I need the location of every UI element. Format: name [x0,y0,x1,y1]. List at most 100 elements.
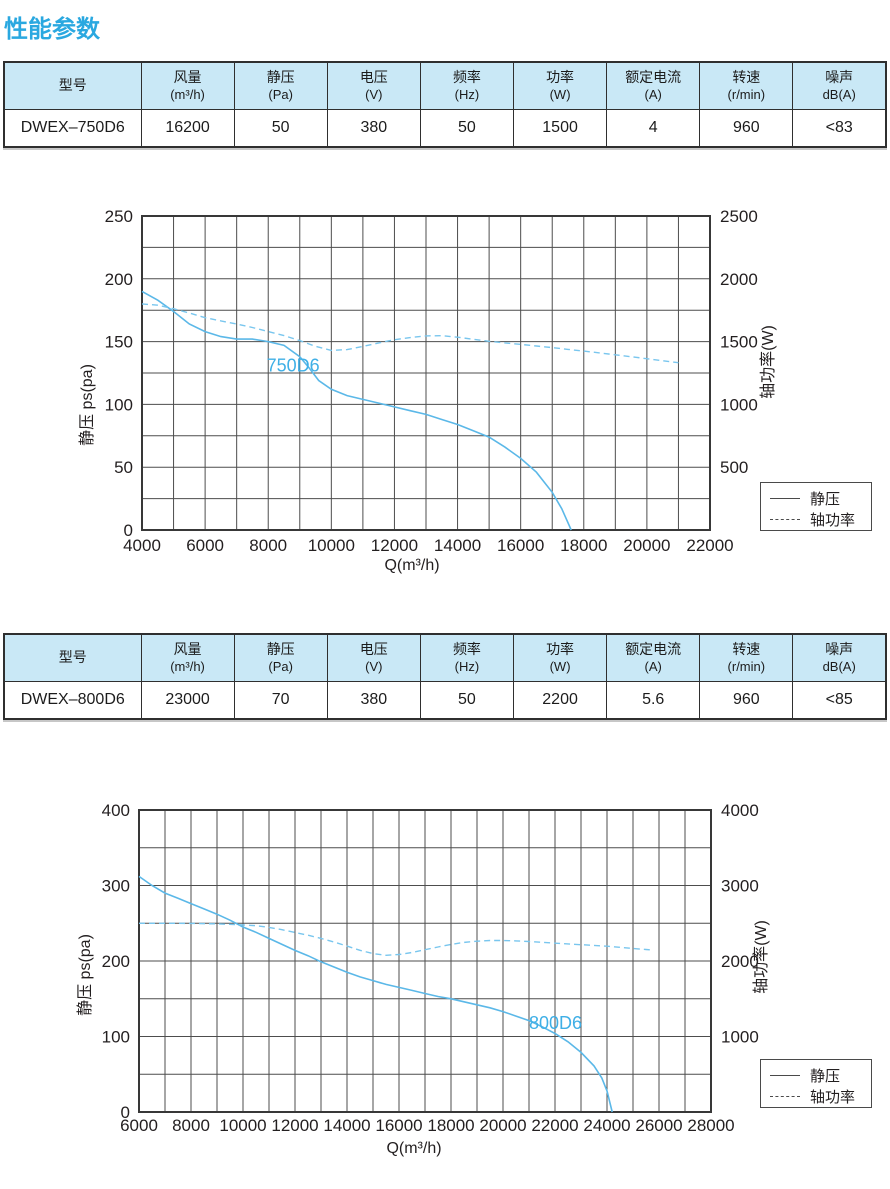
column-header: 电压 (V) [326,633,421,682]
y-right-tick-label: 1000 [720,395,758,414]
column-header: 噪声 dB(A) [792,633,887,682]
y-right-tick-label: 4000 [721,801,759,820]
spec-value: 23000 [140,681,235,720]
x-tick-label: 24000 [583,1116,630,1135]
y-right-tick-label: 2000 [720,270,758,289]
fan-curve-chart-800d6: 6000 8000 10000 12000 14000 16000 18000 20000 22… [76,801,770,1157]
y-left-tick-label: 400 [102,801,130,820]
spec-table-body: DWEX–750D6 16200 50 380 50 1500 4 960 <83 [3,109,887,148]
column-header: 型号 [3,633,142,682]
column-header: 风量 (m³/h) [140,633,235,682]
spec-row: DWEX–750D6 16200 50 380 50 1500 4 960 <83 [3,109,887,148]
column-header: 噪声 dB(A) [792,61,887,110]
legend-solid-line-sample [770,498,800,499]
legend-solid-line-sample [770,1075,800,1076]
x-tick-label: 18000 [560,536,607,555]
y-left-tick-label: 200 [102,952,130,971]
x-tick-label: 28000 [687,1116,734,1135]
x-axis-title: Q(m³/h) [384,557,439,574]
x-tick-label: 6000 [120,1116,158,1135]
plot-border [141,215,711,531]
shaft-power-curve [139,922,654,957]
x-tick-label: 12000 [371,536,418,555]
spec-value: 380 [326,109,421,148]
column-header: 频率 (Hz) [419,61,515,110]
spec-table-750d6: 型号 风量 (m³/h) 静压 (Pa) 电压 (V) 频率 (Hz) 功率 (W) 额定电流 (A) 转… [3,61,887,148]
column-header: 功率 (W) [512,61,608,110]
model-name: DWEX–750D6 [3,109,142,148]
x-tick-label: 20000 [479,1116,526,1135]
spec-table-body: DWEX–800D6 23000 70 380 50 2200 5.6 960 <85 [3,681,887,720]
spec-row: DWEX–800D6 23000 70 380 50 2200 5.6 960 <85 [3,681,887,720]
x-tick-label: 8000 [172,1116,210,1135]
column-header: 频率 (Hz) [419,633,515,682]
y-left-axis-title: 静压 ps(pa) [78,364,96,446]
y-left-tick-label: 200 [105,270,133,289]
spec-table-header: 型号 风量 (m³/h) 静压 (Pa) 电压 (V) 频率 (Hz) 功率 (W) 额定电流 (A) 转… [3,633,887,682]
page-title: 性能参数 [4,16,100,43]
fan-curve-chart-750d6: 4000 6000 8000 10000 12000 14000 16000 18000 200… [78,207,777,574]
spec-value: 5.6 [606,681,701,720]
spec-value: 50 [233,109,328,148]
spec-value: 960 [699,109,794,148]
spec-value: 1500 [512,109,608,148]
x-axis-title: Q(m³/h) [386,1140,441,1157]
model-name: DWEX–800D6 [3,681,142,720]
spec-value: 380 [326,681,421,720]
y-right-tick-label: 2000 [721,952,759,971]
column-header: 转速 (r/min) [699,61,794,110]
column-header: 额定电流 (A) [606,633,701,682]
legend-row-shaft-power: 轴功率 [770,509,862,530]
legend-label-shaft-power: 轴功率 [810,512,856,529]
y-left-tick-label: 250 [105,207,133,226]
column-header: 功率 (W) [512,633,608,682]
y-left-tick-label: 150 [105,333,133,352]
y-right-tick-label: 500 [720,458,748,477]
x-tick-label: 14000 [434,536,481,555]
legend-row-shaft-power: 轴功率 [770,1086,862,1107]
y-left-tick-label: 100 [105,395,133,414]
x-tick-label: 22000 [531,1116,578,1135]
x-tick-label: 20000 [623,536,670,555]
column-header: 静压 (Pa) [233,61,328,110]
y-left-tick-label: 100 [102,1028,130,1047]
y-right-tick-label: 2500 [720,207,758,226]
y-left-tick-label: 300 [102,877,130,896]
y-left-tick-label: 50 [114,458,133,477]
legend-label-static-pressure: 静压 [810,1068,841,1085]
static-pressure-curve [138,875,613,1113]
static-pressure-curve [141,290,572,531]
spec-value: 2200 [512,681,608,720]
chart-legend-750d6: 静压 轴功率 [760,482,872,531]
y-left-axis-title: 静压 ps(pa) [76,934,94,1016]
spec-value: <85 [792,681,887,720]
y-left-tick-label: 0 [124,521,133,540]
plot-border [138,809,712,1113]
y-left-tick-label: 0 [121,1103,130,1122]
x-tick-label: 14000 [323,1116,370,1135]
header-row: 型号 风量 (m³/h) 静压 (Pa) 电压 (V) 频率 (Hz) 功率 (W) 额定电流 (A) 转… [3,633,887,682]
x-tick-label: 18000 [427,1116,474,1135]
legend-label-static-pressure: 静压 [810,491,841,508]
x-tick-label: 10000 [308,536,355,555]
spec-value: 4 [606,109,701,148]
x-tick-label: 6000 [186,536,224,555]
x-tick-label: 16000 [375,1116,422,1135]
spec-value: 70 [233,681,328,720]
curve-model-label: 800D6 [529,1013,582,1033]
column-header: 型号 [3,61,142,110]
legend-row-static-pressure: 静压 [770,488,862,509]
x-tick-label: 4000 [123,536,161,555]
spec-value: 16200 [140,109,235,148]
spec-value: 50 [419,681,515,720]
y-right-axis-title: 轴功率(W) [759,325,777,399]
y-right-tick-label: 1500 [720,333,758,352]
column-header: 额定电流 (A) [606,61,701,110]
legend-row-static-pressure: 静压 [770,1065,862,1086]
column-header: 静压 (Pa) [233,633,328,682]
x-tick-label: 12000 [271,1116,318,1135]
legend-dashed-line-sample [770,519,800,520]
curve-model-label: 750D6 [267,356,320,376]
x-tick-label: 10000 [219,1116,266,1135]
